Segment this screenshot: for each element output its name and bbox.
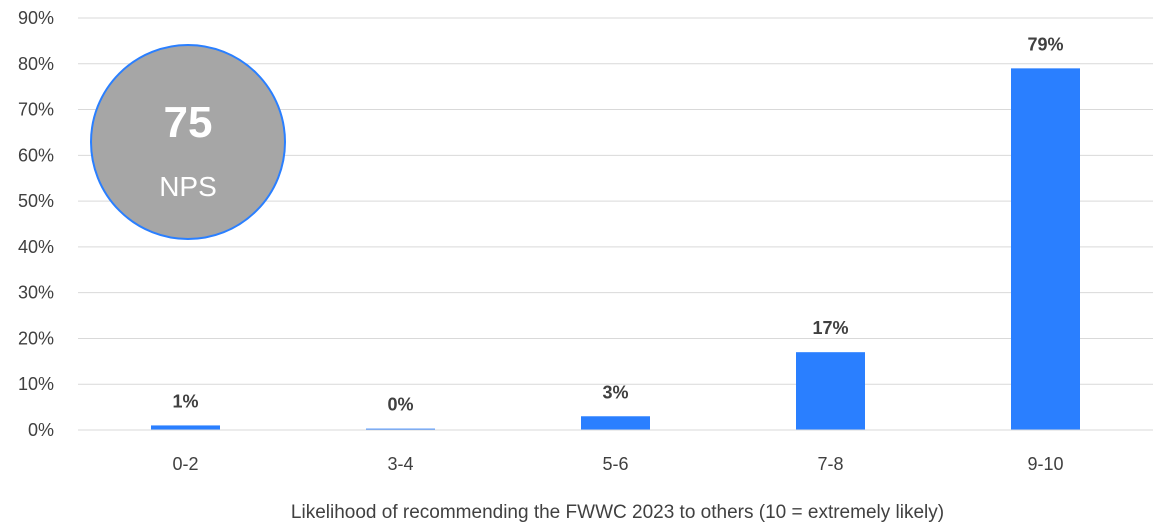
y-tick-label: 80% <box>18 54 54 74</box>
bar-7-8 <box>796 352 865 430</box>
y-tick-label: 50% <box>18 191 54 211</box>
nps-badge: 75 NPS <box>90 44 286 240</box>
category-label-3-4: 3-4 <box>387 454 413 474</box>
bar-0-2 <box>151 425 220 430</box>
data-label-7-8: 17% <box>812 318 848 338</box>
category-label-0-2: 0-2 <box>172 454 198 474</box>
bar-3-4 <box>366 428 435 430</box>
x-axis-categories: 0-2 3-4 5-6 7-8 9-10 <box>172 454 1063 474</box>
nps-label: NPS <box>159 171 217 202</box>
bars <box>151 68 1080 430</box>
y-tick-label: 20% <box>18 328 54 348</box>
data-label-0-2: 1% <box>172 391 198 411</box>
y-tick-label: 30% <box>18 283 54 303</box>
y-tick-label: 40% <box>18 237 54 257</box>
bar-5-6 <box>581 416 650 430</box>
data-label-5-6: 3% <box>602 382 628 402</box>
nps-value: 75 <box>164 98 213 147</box>
data-label-9-10: 79% <box>1027 34 1063 54</box>
data-labels: 1% 0% 3% 17% 79% <box>172 34 1063 414</box>
category-label-9-10: 9-10 <box>1027 454 1063 474</box>
y-tick-label: 60% <box>18 145 54 165</box>
category-label-5-6: 5-6 <box>602 454 628 474</box>
category-label-7-8: 7-8 <box>817 454 843 474</box>
bar-9-10 <box>1011 68 1080 430</box>
y-tick-label: 10% <box>18 374 54 394</box>
y-axis-ticks: 0% 10% 20% 30% 40% 50% 60% 70% 80% 90% <box>18 8 54 440</box>
data-label-3-4: 0% <box>387 395 413 415</box>
x-axis-label: Likelihood of recommending the FWWC 2023… <box>291 502 944 523</box>
y-tick-label: 90% <box>18 8 54 28</box>
y-tick-label: 0% <box>28 420 54 440</box>
y-tick-label: 70% <box>18 100 54 120</box>
nps-circle <box>90 44 286 240</box>
